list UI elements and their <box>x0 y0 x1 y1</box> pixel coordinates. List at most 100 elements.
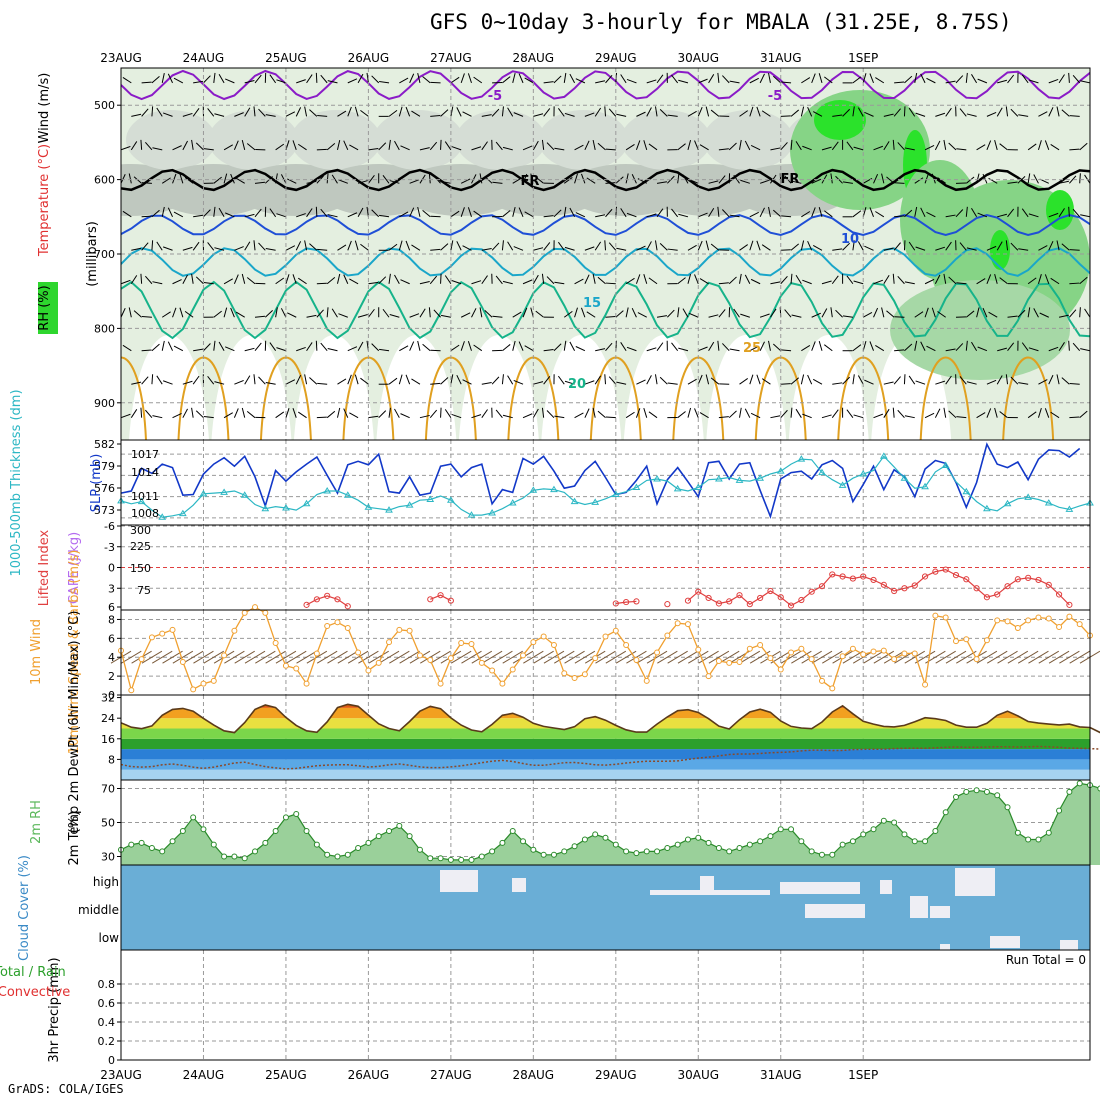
wind-speed-point <box>169 626 176 633</box>
wind-axis-label-full: 10m Wind Speed & Barbs (m/s) <box>67 550 82 755</box>
rh-point <box>148 845 155 851</box>
thickness-marker <box>508 499 517 506</box>
rh-contour-fill <box>890 280 1070 380</box>
wind-barb <box>546 142 555 151</box>
wind-barb <box>1048 212 1059 218</box>
contour-label: 15 <box>583 296 601 311</box>
wind-barb <box>306 342 313 351</box>
wind-barb <box>971 341 978 351</box>
wind-barb-10m <box>554 650 575 664</box>
rh-point <box>468 856 475 863</box>
wind-barb <box>450 106 454 117</box>
wind-barb <box>924 307 929 318</box>
wind-barb <box>914 206 918 217</box>
date-label-bottom: 29AUG <box>595 1068 637 1082</box>
wind-barb <box>697 374 703 385</box>
wind-barb <box>790 109 800 117</box>
thickness-marker <box>735 476 744 483</box>
wind-barb <box>144 409 153 419</box>
rh-point <box>416 846 423 853</box>
wind-barb <box>739 110 748 117</box>
li-point <box>973 585 980 592</box>
thickness-marker <box>220 488 228 495</box>
wind-barb <box>976 412 986 419</box>
date-label-bottom: 25AUG <box>265 1068 307 1082</box>
wind-speed-point <box>633 657 640 664</box>
wind-barb <box>800 106 805 117</box>
wind-speed-point <box>664 632 671 639</box>
li-point <box>684 597 692 604</box>
wind-barb <box>309 109 318 117</box>
wind-barb <box>903 106 906 117</box>
wind-barb <box>161 340 165 351</box>
temp-band <box>121 718 1090 729</box>
wind-barb <box>304 374 308 385</box>
wind-barb <box>965 340 968 351</box>
wind-barb <box>162 246 173 251</box>
wind-barb <box>182 140 188 151</box>
wind-barb <box>1061 377 1070 385</box>
wind-barb <box>1048 107 1054 117</box>
wind-barb <box>512 73 516 84</box>
wind-barb <box>759 179 770 184</box>
wind-speed-point <box>179 658 186 665</box>
rh-point <box>396 822 403 829</box>
wind-barb-10m <box>224 650 245 664</box>
wind-barb <box>772 343 782 352</box>
wind-barb <box>336 273 341 284</box>
wind-barb-10m <box>121 650 142 664</box>
wind-barb <box>368 281 379 285</box>
li-point <box>344 603 351 610</box>
wind-barb <box>667 114 678 117</box>
wind-barb <box>584 274 590 284</box>
wind-barb <box>144 275 153 285</box>
wind-barb <box>1050 411 1060 419</box>
wind-barb <box>945 375 952 385</box>
wind-barb <box>977 346 988 352</box>
wind-barb <box>873 307 879 318</box>
wind-barb <box>1058 208 1065 218</box>
wind-barb <box>327 347 338 352</box>
wind-barb <box>739 139 742 150</box>
dry-surface-area <box>706 335 787 440</box>
date-label-bottom: 1SEP <box>848 1068 878 1082</box>
wind-barb <box>966 113 977 117</box>
wind-barb <box>419 174 426 184</box>
wind-barb <box>697 106 703 117</box>
wind-barb <box>631 174 637 184</box>
wind-barb <box>235 311 245 318</box>
wind-barb <box>343 140 349 151</box>
wind-barb <box>864 379 874 385</box>
rh-point <box>983 788 990 795</box>
wind-barb <box>378 142 387 151</box>
wind-barb <box>224 212 235 218</box>
thickness-marker <box>591 498 600 505</box>
wind-barb <box>203 282 214 285</box>
wind-barb <box>830 307 833 318</box>
y-tick-label: 0 <box>108 562 115 575</box>
thickness-marker <box>364 503 373 510</box>
wind-barb-10m <box>265 650 286 664</box>
wind-barb <box>608 108 617 117</box>
date-label-bottom: 28AUG <box>513 1068 555 1082</box>
y-tick-label: 30 <box>101 851 115 864</box>
thickness-marker <box>941 461 950 468</box>
wind-barb <box>646 79 657 84</box>
wind-barb <box>276 213 287 218</box>
rh-point <box>952 794 959 800</box>
wind-barb-10m <box>296 650 317 664</box>
wind-barb <box>532 140 539 151</box>
wind-barb <box>881 173 885 184</box>
wind-speed-point <box>272 640 279 647</box>
li-point <box>746 601 753 608</box>
wind-speed-point <box>334 619 341 626</box>
wind-barb <box>959 376 967 385</box>
wind-barb <box>934 408 941 418</box>
rh-point <box>839 841 846 848</box>
wind-barb <box>513 246 524 251</box>
wind-barb <box>1033 308 1039 318</box>
wind-barb <box>654 240 658 251</box>
wind-barb <box>832 114 843 117</box>
wind-barb <box>811 312 822 318</box>
wind-barb <box>697 240 703 251</box>
